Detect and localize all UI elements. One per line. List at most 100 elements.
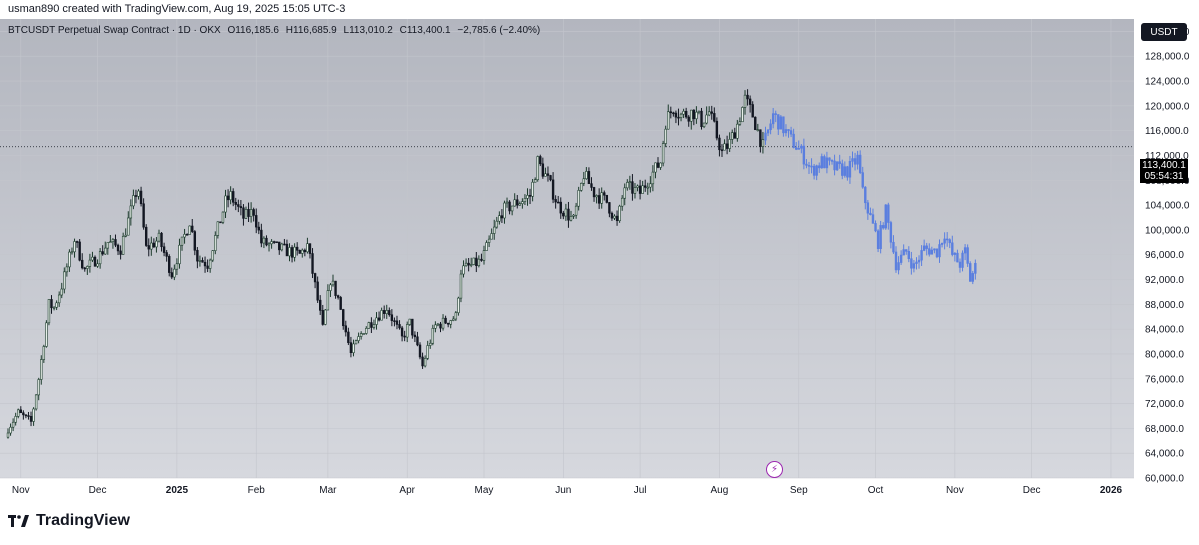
projection-candle-body (810, 165, 813, 168)
candle-body (295, 246, 299, 251)
candle-body (592, 187, 596, 198)
candle-body (572, 214, 575, 217)
y-tick-label: 72,000.0 (1145, 399, 1184, 410)
candle-body (577, 190, 580, 207)
candle-body (467, 262, 470, 266)
projection-candle-body (771, 113, 775, 125)
projection-candle-body (894, 251, 898, 271)
candle-body (178, 244, 181, 265)
close-value: 113,400.1 (406, 25, 451, 36)
candle-body (751, 104, 754, 118)
candle-body (495, 220, 498, 228)
candle-body (641, 185, 644, 194)
candle-body (754, 116, 757, 131)
candle-body (457, 297, 460, 314)
candle-body (272, 241, 276, 243)
projection-candle-body (869, 212, 872, 215)
candle-body (436, 323, 440, 326)
projection-candle-body (943, 238, 946, 244)
candle-body (55, 302, 58, 308)
candle-body (288, 247, 291, 257)
candle-body (232, 191, 235, 203)
candle-body (626, 182, 629, 189)
projection-candle-body (777, 114, 780, 130)
projection-candle-body (953, 252, 957, 255)
candle-body (487, 238, 491, 243)
projection-candle-body (871, 214, 875, 224)
projection-candle-body (969, 263, 972, 282)
chart-area[interactable]: 60,000.0 64,000.0 68,000.0 72,000.0 76,000.0… (0, 19, 1199, 499)
candle-body (684, 110, 688, 118)
candle-body (518, 203, 522, 206)
candle-body (426, 345, 429, 359)
projection-candle-body (905, 249, 908, 252)
candle-body (649, 183, 652, 188)
candle-body (603, 192, 606, 196)
candle-body (503, 202, 506, 219)
candle-body (418, 344, 422, 358)
projection-candle-body (974, 262, 977, 274)
projection-candle-body (866, 202, 870, 214)
candle-body (600, 192, 603, 204)
currency-selector[interactable]: USDT (1141, 23, 1187, 41)
candle-body (406, 324, 409, 338)
brand-footer[interactable]: TradingView (8, 512, 130, 530)
candle-body (11, 421, 15, 428)
projection-candle-body (874, 223, 877, 232)
projection-candle-body (876, 230, 880, 250)
x-tick-label: Feb (248, 485, 266, 496)
candle-body (434, 324, 437, 329)
candle-body (336, 295, 340, 298)
candle-body (677, 116, 680, 119)
candle-body (738, 121, 742, 125)
projection-candle-body (792, 133, 795, 148)
candle-body (83, 267, 86, 270)
candle-body (549, 175, 552, 181)
candle-body (203, 261, 207, 267)
candle-body (444, 317, 447, 324)
candle-body (208, 259, 212, 269)
candle-body (68, 251, 71, 268)
candle-body (216, 221, 220, 236)
candle-body (761, 139, 765, 147)
candle-body (421, 356, 424, 367)
y-tick-label: 68,000.0 (1145, 424, 1184, 435)
projection-candle-body (884, 204, 887, 229)
candle-body (746, 94, 749, 100)
candle-body (81, 259, 84, 269)
candle-body (32, 408, 35, 422)
candle-body (682, 110, 685, 115)
candle-body (127, 217, 130, 236)
candle-body (290, 247, 294, 258)
candle-body (193, 231, 197, 251)
candle-body (104, 247, 107, 255)
projection-candle-body (861, 172, 864, 188)
projection-candle-body (769, 123, 772, 131)
candlestick-chart[interactable]: 60,000.0 64,000.0 68,000.0 72,000.0 76,000.0… (0, 19, 1199, 499)
candle-body (651, 171, 655, 185)
candle-body (96, 263, 99, 267)
candle-body (308, 243, 312, 254)
candle-body (45, 322, 48, 347)
high-label: H (285, 25, 293, 36)
projection-candle-body (961, 252, 964, 268)
candle-body (372, 324, 376, 328)
candle-body (385, 310, 388, 314)
candle-body (255, 215, 258, 228)
projection-candle-body (807, 165, 811, 167)
candle-body (702, 122, 706, 128)
projection-candle-body (784, 129, 788, 134)
candle-body (679, 113, 683, 118)
candle-body (516, 199, 519, 206)
candle-body (137, 190, 140, 197)
lightning-icon[interactable]: ⚡︎ (766, 461, 783, 478)
candle-body (34, 394, 38, 410)
candle-body (196, 249, 199, 262)
y-tick-label: 116,000.0 (1145, 126, 1189, 137)
candle-body (211, 250, 214, 261)
projection-candle-body (951, 242, 954, 255)
candle-body (557, 201, 560, 204)
candle-body (569, 216, 573, 221)
y-tick-label: 96,000.0 (1145, 250, 1184, 261)
candle-body (382, 310, 386, 314)
